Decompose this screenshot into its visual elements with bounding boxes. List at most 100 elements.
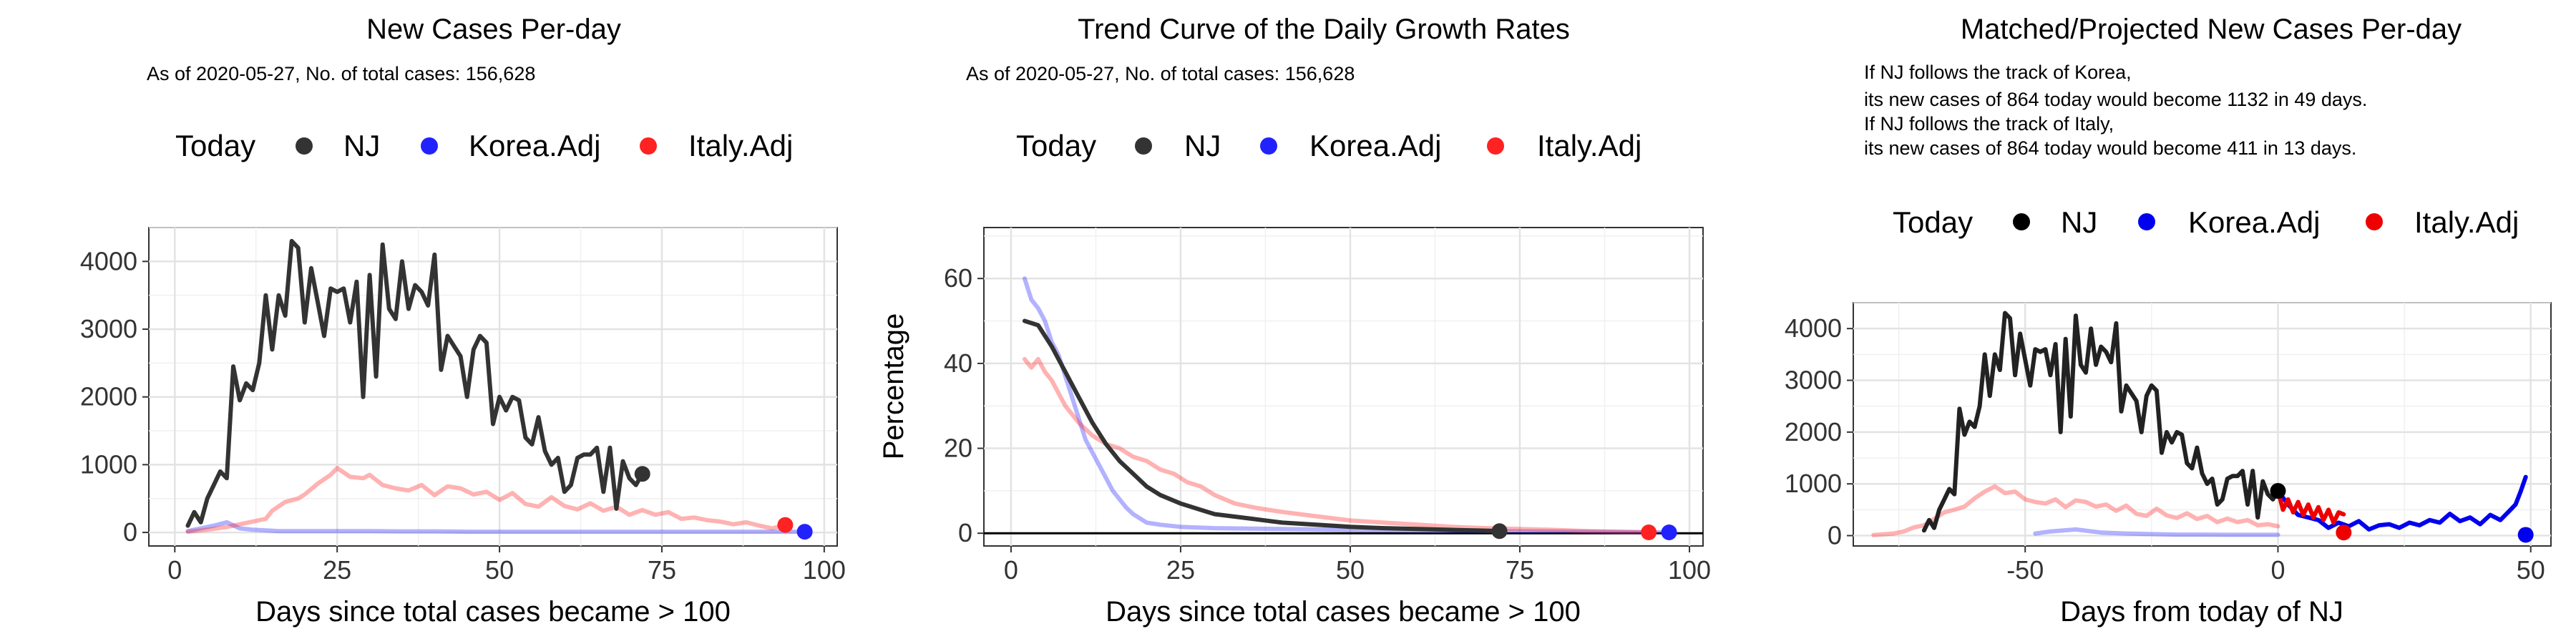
panel-projection: Matched/Projected New Cases Per-day If N… bbox=[1785, 14, 2552, 628]
legend-label-nj: NJ bbox=[343, 129, 380, 162]
x-tick-label: -50 bbox=[2006, 555, 2044, 585]
legend: Today NJ Korea.Adj Italy.Adj bbox=[1016, 129, 1641, 162]
plot-area bbox=[148, 227, 838, 547]
y-tick-label: 1000 bbox=[80, 449, 137, 479]
legend-swatch-korea bbox=[421, 137, 438, 155]
today-point-korea-adj bbox=[796, 524, 813, 540]
y-tick-label: 0 bbox=[123, 517, 137, 547]
x-tick-label: 50 bbox=[2517, 555, 2545, 585]
legend-swatch-korea bbox=[2138, 213, 2155, 230]
y-tick-label: 40 bbox=[944, 348, 972, 378]
series-line-korea-adj bbox=[185, 519, 807, 535]
projection-note: If NJ follows the track of Italy, bbox=[1864, 113, 2114, 135]
x-axis-label: Days since total cases became > 100 bbox=[1106, 596, 1581, 628]
tick-labels: 0 25 50 75 100 0 20 40 60 bbox=[944, 263, 1711, 585]
x-tick-label: 100 bbox=[1668, 555, 1711, 585]
legend-swatch-nj bbox=[1135, 137, 1152, 155]
legend-label-italy: Italy.Adj bbox=[1537, 129, 1641, 162]
y-tick-label: 3000 bbox=[1785, 366, 1842, 395]
chart-title: New Cases Per-day bbox=[366, 14, 621, 45]
legend-label-korea: Korea.Adj bbox=[2188, 205, 2320, 239]
panel-new-cases: New Cases Per-day As of 2020-05-27, No. … bbox=[80, 14, 846, 628]
series-line-italy-adj bbox=[1871, 484, 2280, 537]
legend-swatch-italy bbox=[1487, 137, 1504, 155]
today-point-nj bbox=[634, 466, 650, 482]
y-tick-label: 0 bbox=[1828, 521, 1842, 550]
series-line-nj bbox=[1022, 318, 1502, 534]
series-line-korea-adj-projected bbox=[2275, 474, 2528, 532]
x-axis-label: Days from today of NJ bbox=[2060, 596, 2343, 628]
legend-swatch-italy bbox=[640, 137, 657, 155]
today-points bbox=[1491, 523, 1677, 541]
today-points bbox=[2270, 483, 2534, 543]
series-line-nj bbox=[185, 238, 645, 528]
gridlines bbox=[149, 227, 837, 546]
legend-label-korea: Korea.Adj bbox=[1309, 129, 1441, 162]
today-point-italy-adj bbox=[2336, 525, 2352, 541]
chart-title: Matched/Projected New Cases Per-day bbox=[1961, 14, 2462, 45]
legend-title: Today bbox=[1016, 129, 1096, 162]
series-lines bbox=[185, 238, 807, 535]
x-tick-label: 25 bbox=[1166, 555, 1195, 585]
legend-swatch-nj bbox=[2013, 213, 2030, 230]
today-point-korea-adj bbox=[2517, 527, 2534, 543]
legend-label-italy: Italy.Adj bbox=[2414, 205, 2519, 239]
y-tick-label: 60 bbox=[944, 263, 972, 293]
legend: Today NJ Korea.Adj Italy.Adj bbox=[175, 129, 793, 162]
legend-title: Today bbox=[175, 129, 255, 162]
gridlines bbox=[1853, 302, 2551, 546]
x-tick-label: 75 bbox=[648, 555, 676, 585]
legend: Today NJ Korea.Adj Italy.Adj bbox=[1893, 205, 2519, 239]
legend-label-korea: Korea.Adj bbox=[469, 129, 600, 162]
today-point-italy-adj bbox=[1641, 525, 1657, 541]
legend-label-italy: Italy.Adj bbox=[688, 129, 793, 162]
series-line-nj bbox=[1921, 311, 2280, 533]
series-line-italy-adj bbox=[185, 466, 788, 535]
y-tick-label: 20 bbox=[944, 434, 972, 463]
x-tick-label: 75 bbox=[1506, 555, 1534, 585]
y-tick-label: 1000 bbox=[1785, 469, 1842, 498]
chart-subtitle: As of 2020-05-27, No. of total cases: 15… bbox=[147, 63, 535, 84]
y-tick-label: 4000 bbox=[80, 246, 137, 275]
today-point-korea-adj bbox=[1661, 525, 1677, 541]
series-lines bbox=[1871, 311, 2528, 537]
x-tick-label: 50 bbox=[1336, 555, 1365, 585]
y-tick-label: 3000 bbox=[80, 314, 137, 343]
series-line-korea-adj bbox=[2033, 527, 2280, 537]
legend-label-nj: NJ bbox=[1184, 129, 1221, 162]
series-lines bbox=[984, 276, 1703, 535]
series-line-italy-adj bbox=[1022, 356, 1652, 535]
y-tick-label: 4000 bbox=[1785, 313, 1842, 343]
today-point-nj bbox=[2270, 483, 2286, 499]
x-tick-label: 0 bbox=[167, 555, 182, 585]
legend-title: Today bbox=[1893, 205, 1973, 239]
x-tick-label: 25 bbox=[323, 555, 351, 585]
chart-title: Trend Curve of the Daily Growth Rates bbox=[1078, 14, 1570, 45]
x-tick-label: 0 bbox=[1004, 555, 1018, 585]
today-point-nj bbox=[1491, 523, 1508, 540]
projection-note: If NJ follows the track of Korea, bbox=[1864, 62, 2132, 83]
plot-area bbox=[983, 227, 1704, 547]
legend-label-nj: NJ bbox=[2061, 205, 2097, 239]
today-point-italy-adj bbox=[777, 517, 794, 533]
y-tick-label: 0 bbox=[958, 518, 972, 547]
legend-swatch-korea bbox=[1260, 137, 1277, 155]
today-points bbox=[634, 466, 813, 540]
legend-swatch-italy bbox=[2366, 213, 2383, 230]
y-axis-label: Percentage bbox=[878, 313, 909, 460]
projection-note: its new cases of 864 today would become … bbox=[1864, 137, 2356, 159]
projection-note: its new cases of 864 today would become … bbox=[1864, 89, 2367, 110]
y-tick-label: 2000 bbox=[1785, 417, 1842, 447]
panel-growth-rates: Trend Curve of the Daily Growth Rates As… bbox=[878, 14, 1711, 628]
x-tick-label: 50 bbox=[485, 555, 514, 585]
x-tick-label: 0 bbox=[2270, 555, 2285, 585]
y-tick-label: 2000 bbox=[80, 382, 137, 411]
chart-subtitle: As of 2020-05-27, No. of total cases: 15… bbox=[966, 63, 1355, 84]
series-line-italy-adj-projected bbox=[2275, 489, 2346, 525]
x-axis-label: Days since total cases became > 100 bbox=[255, 596, 731, 628]
legend-swatch-nj bbox=[296, 137, 313, 155]
x-tick-label: 100 bbox=[803, 555, 846, 585]
